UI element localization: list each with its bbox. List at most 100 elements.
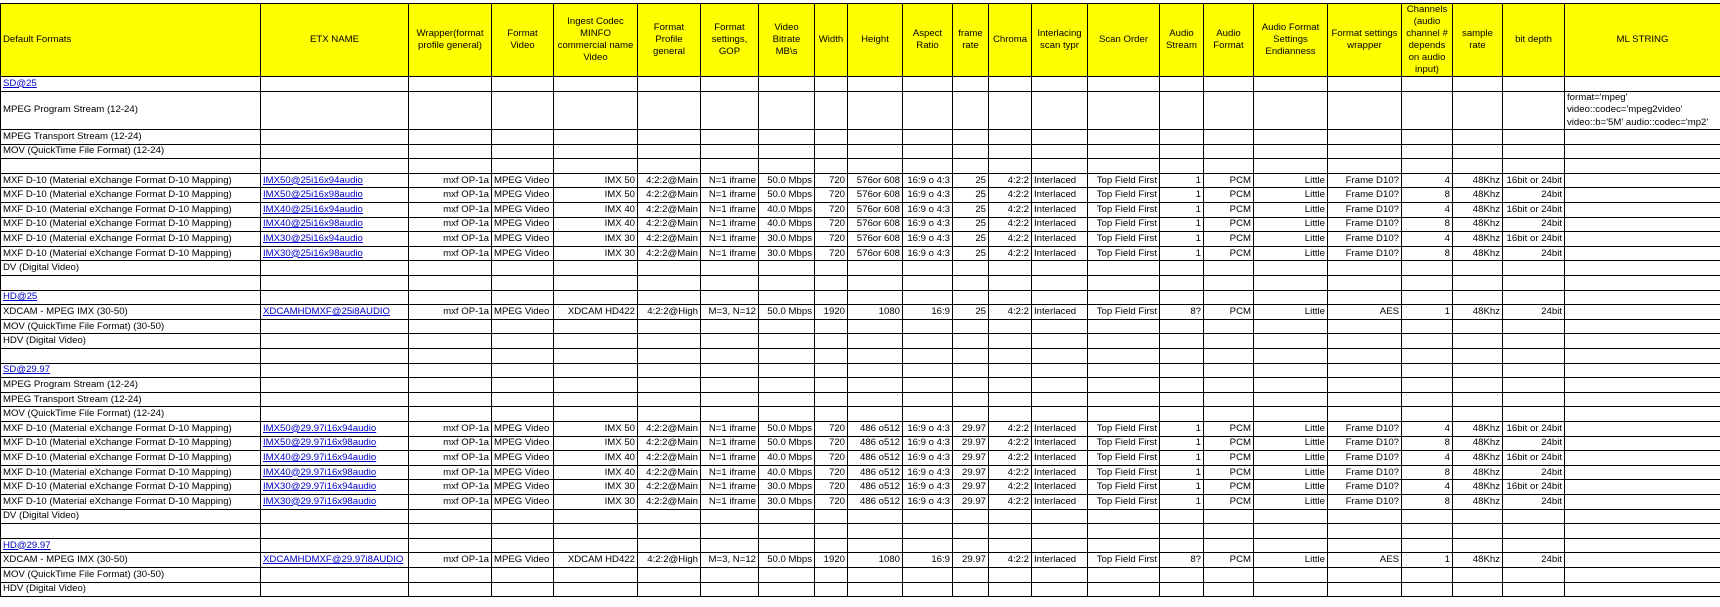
cell-ml-string[interactable] xyxy=(1564,245,1720,262)
cell-width[interactable]: 720 xyxy=(814,245,848,262)
cell-interlacing[interactable] xyxy=(1031,158,1088,174)
cell-video-bitrate[interactable] xyxy=(758,129,815,145)
cell-format-settings-wrapper[interactable] xyxy=(1327,362,1402,379)
cell-video-bitrate[interactable] xyxy=(758,333,815,349)
cell-etx-name[interactable]: IMX30@29.97i16x94audio xyxy=(260,479,409,495)
cell-bit-depth[interactable] xyxy=(1502,275,1565,291)
cell-interlacing[interactable] xyxy=(1031,129,1088,145)
cell-format-settings-wrapper[interactable] xyxy=(1327,318,1402,335)
cell-ml-string[interactable] xyxy=(1564,129,1720,145)
cell-aspect-ratio[interactable] xyxy=(902,537,953,554)
cell-chroma[interactable]: 4:2:2 xyxy=(988,479,1032,495)
cell-audio-format[interactable] xyxy=(1203,523,1254,539)
cell-width[interactable] xyxy=(814,158,848,174)
cell-bit-depth[interactable]: 24bit xyxy=(1502,304,1565,320)
cell-gop[interactable] xyxy=(700,406,759,422)
cell-frame-rate[interactable] xyxy=(952,260,989,277)
cell-format-video[interactable]: MPEG Video xyxy=(491,435,554,452)
cell-endianness[interactable] xyxy=(1253,362,1328,379)
cell-endianness[interactable]: Little xyxy=(1253,493,1328,510)
cell-bit-depth[interactable] xyxy=(1502,377,1565,393)
etx-name-link[interactable]: IMX30@25i16x94audio xyxy=(263,233,363,245)
cell-gop[interactable]: N=1 iframe xyxy=(700,216,759,233)
cell-wrapper[interactable] xyxy=(408,158,492,174)
cell-bit-depth[interactable] xyxy=(1502,333,1565,349)
cell-frame-rate[interactable]: 25 xyxy=(952,172,989,189)
cell-format-profile[interactable]: 4:2:2@High xyxy=(637,552,701,568)
cell-etx-name[interactable] xyxy=(260,90,409,131)
cell-format-profile[interactable]: 4:2:2@Main xyxy=(637,245,701,262)
cell-interlacing[interactable]: Interlaced xyxy=(1031,187,1088,204)
cell-aspect-ratio[interactable] xyxy=(902,566,953,583)
cell-width[interactable] xyxy=(814,260,848,277)
cell-video-bitrate[interactable]: 30.0 Mbps xyxy=(758,479,815,495)
cell-format-profile[interactable] xyxy=(637,90,701,131)
cell-format-video[interactable] xyxy=(491,362,554,379)
cell-wrapper[interactable] xyxy=(408,566,492,583)
cell-channels[interactable]: 1 xyxy=(1401,552,1453,568)
cell-ml-string[interactable]: format='mpeg' video::codec='mpeg2video' … xyxy=(1564,90,1720,131)
cell-default-formats[interactable]: MXF D-10 (Material eXchange Format D-10 … xyxy=(0,202,261,218)
cell-aspect-ratio[interactable]: 16:9 o 4:3 xyxy=(902,216,953,233)
cell-sample-rate[interactable] xyxy=(1452,406,1503,422)
cell-scan-order[interactable] xyxy=(1087,377,1160,393)
cell-format-profile[interactable]: 4:2:2@Main xyxy=(637,216,701,233)
cell-format-settings-wrapper[interactable]: Frame D10? xyxy=(1327,493,1402,510)
cell-ingest-codec[interactable]: XDCAM HD422 xyxy=(553,552,638,568)
cell-height[interactable] xyxy=(847,581,903,598)
cell-channels[interactable]: 4 xyxy=(1401,479,1453,495)
cell-bit-depth[interactable] xyxy=(1502,348,1565,364)
cell-format-video[interactable]: MPEG Video xyxy=(491,245,554,262)
cell-scan-order[interactable] xyxy=(1087,581,1160,598)
cell-ingest-codec[interactable]: IMX 40 xyxy=(553,450,638,466)
cell-frame-rate[interactable] xyxy=(952,129,989,145)
cell-bit-depth[interactable]: 16bit or 24bit xyxy=(1502,172,1565,189)
cell-endianness[interactable] xyxy=(1253,406,1328,422)
cell-channels[interactable] xyxy=(1401,566,1453,583)
cell-aspect-ratio[interactable] xyxy=(902,158,953,174)
cell-channels[interactable]: 8 xyxy=(1401,187,1453,204)
cell-default-formats[interactable]: MXF D-10 (Material eXchange Format D-10 … xyxy=(0,493,261,510)
cell-aspect-ratio[interactable] xyxy=(902,90,953,131)
cell-ingest-codec[interactable]: IMX 50 xyxy=(553,435,638,452)
cell-interlacing[interactable]: Interlaced xyxy=(1031,172,1088,189)
cell-ml-string[interactable] xyxy=(1564,581,1720,598)
cell-gop[interactable] xyxy=(700,90,759,131)
cell-ingest-codec[interactable] xyxy=(553,362,638,379)
cell-interlacing[interactable] xyxy=(1031,90,1088,131)
cell-ml-string[interactable] xyxy=(1564,260,1720,277)
cell-channels[interactable] xyxy=(1401,537,1453,554)
cell-wrapper[interactable] xyxy=(408,318,492,335)
cell-bit-depth[interactable]: 16bit or 24bit xyxy=(1502,450,1565,466)
cell-bit-depth[interactable] xyxy=(1502,143,1565,160)
cell-format-profile[interactable] xyxy=(637,523,701,539)
cell-scan-order[interactable] xyxy=(1087,318,1160,335)
cell-height[interactable] xyxy=(847,508,903,525)
cell-sample-rate[interactable] xyxy=(1452,158,1503,174)
cell-height[interactable] xyxy=(847,333,903,349)
cell-channels[interactable]: 4 xyxy=(1401,202,1453,218)
cell-width[interactable] xyxy=(814,289,848,306)
cell-interlacing[interactable] xyxy=(1031,581,1088,598)
cell-endianness[interactable]: Little xyxy=(1253,464,1328,481)
cell-format-profile[interactable]: 4:2:2@Main xyxy=(637,450,701,466)
cell-channels[interactable] xyxy=(1401,523,1453,539)
cell-sample-rate[interactable] xyxy=(1452,537,1503,554)
cell-etx-name[interactable]: IMX40@29.97i16x94audio xyxy=(260,450,409,466)
column-header-format-profile[interactable]: Format Profile general xyxy=(637,3,701,77)
cell-chroma[interactable]: 4:2:2 xyxy=(988,450,1032,466)
cell-height[interactable] xyxy=(847,275,903,291)
cell-frame-rate[interactable] xyxy=(952,377,989,393)
cell-chroma[interactable] xyxy=(988,406,1032,422)
cell-format-profile[interactable] xyxy=(637,406,701,422)
cell-height[interactable] xyxy=(847,158,903,174)
cell-default-formats[interactable]: MOV (QuickTime File Format) (12-24) xyxy=(0,406,261,422)
column-header-audio-format[interactable]: Audio Format xyxy=(1203,3,1254,77)
cell-ml-string[interactable] xyxy=(1564,143,1720,160)
cell-format-profile[interactable] xyxy=(637,158,701,174)
cell-format-settings-wrapper[interactable] xyxy=(1327,406,1402,422)
cell-chroma[interactable] xyxy=(988,333,1032,349)
cell-etx-name[interactable] xyxy=(260,537,409,554)
cell-audio-format[interactable] xyxy=(1203,537,1254,554)
etx-name-link[interactable]: IMX40@29.97i16x94audio xyxy=(263,451,377,463)
